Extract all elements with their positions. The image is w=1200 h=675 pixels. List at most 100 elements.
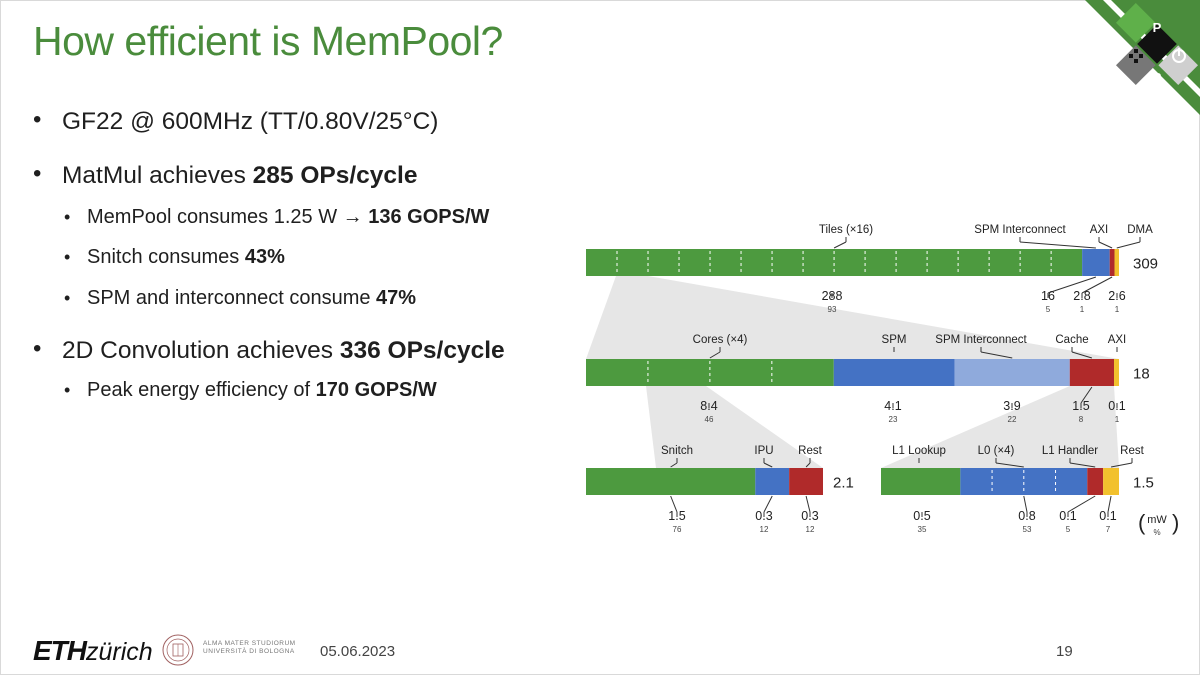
segment-label: DMA [1127,224,1153,236]
segment-value-mw: 0.8 [1018,509,1035,523]
bullet-power: MemPool consumes 1.25 W → 136 GOPS/W [87,206,489,229]
bullet-marker: • [64,380,71,400]
slide-title: How efficient is MemPool? [33,18,503,64]
page-number: 19 [1056,643,1073,660]
bullet-text: 2D Convolution achieves [62,337,340,364]
bullet-spm: SPM and interconnect consume 47% [87,287,416,310]
eth-logo: ETHzürich [33,635,153,667]
value-leader [1023,495,1028,513]
label-leader [1019,241,1096,249]
segment-label: SPM Interconnect [935,334,1027,346]
segment-label: AXI [1090,224,1109,236]
value-leader [1081,276,1113,294]
slide-date: 05.06.2023 [320,643,396,660]
segment-label: SPM Interconnect [974,224,1066,236]
segment-value-mw: 3.9 [1003,399,1020,413]
bullet-text: Peak energy efficiency of [87,379,316,401]
bullet-highlight: 285 OPs/cycle [252,162,418,189]
bar-total-core: 2.1 [833,475,854,492]
svg-text:P: P [1153,20,1162,35]
value-leader [805,495,811,513]
funnel-tile [586,276,1119,359]
bar-segment-tile-4 [1114,359,1119,386]
bullet-marker: • [64,288,71,308]
segment-value-pct: 1 [1115,415,1120,424]
bar-segment-core-0 [586,468,756,495]
eth-logo-text: ETH [33,635,87,666]
label-leader [1116,241,1141,249]
bar-segment-cache-3 [1103,468,1119,495]
segment-value-pct: 1 [1080,305,1085,314]
unibo-line1: ALMA MATER STUDIORUM [203,640,296,647]
bar-segment-tile-3 [1069,359,1115,386]
funnel-cache [881,386,1119,468]
unibo-line2: UNIVERSITÀ DI BOLOGNA [203,648,295,655]
segment-label: Tiles (×16) [819,224,873,236]
segment-label: L1 Handler [1042,445,1098,457]
segment-label: SPM [882,334,907,346]
legend-unit-mw: mW [1147,514,1167,526]
segment-value-mw: 8.4 [700,399,717,413]
segment-value-mw: 288 [822,289,843,303]
segment-value-pct: 8 [1079,415,1084,424]
bar-segment-tile-1 [833,359,955,386]
segment-label: Rest [798,445,822,457]
segment-value-mw: 1.5 [668,509,685,523]
segment-value-pct: 23 [889,415,898,424]
segment-value-mw: 0.1 [1059,509,1076,523]
bar-segment-core-1 [755,468,790,495]
bullet-text: Snitch consumes [87,246,245,268]
bar-segment-cache-2 [1087,468,1104,495]
bullet-marker: • [64,247,71,267]
segment-value-pct: 35 [918,525,927,534]
value-leader [1107,495,1112,513]
bullet-process: GF22 @ 600MHz (TT/0.80V/25°C) [62,108,438,136]
label-leader [980,351,1013,359]
bar-total-mempool: 309 [1133,256,1158,273]
bullet-efficiency: Peak energy efficiency of 170 GOPS/W [87,379,437,402]
label-leader [1110,462,1133,468]
segment-value-mw: 0.5 [913,509,930,523]
segment-label: Snitch [661,445,693,457]
segment-value-pct: 53 [1023,525,1032,534]
segment-value-pct: 5 [1066,525,1071,534]
segment-label: L0 (×4) [978,445,1015,457]
segment-value-pct: 12 [806,525,815,534]
bar-segment-mempool-3 [1114,249,1119,276]
segment-value-mw: 4.1 [884,399,901,413]
bar-segment-tile-2 [954,359,1070,386]
label-leader [833,241,847,249]
label-leader [709,351,721,359]
bullet-marker: • [64,207,71,227]
segment-value-pct: 5 [1046,305,1051,314]
arrow-icon: → [342,206,363,228]
segment-value-mw: 0.3 [801,509,818,523]
segment-value-mw: 0.1 [1108,399,1125,413]
bar-total-tile: 18 [1133,366,1150,383]
segment-value-mw: 0.3 [755,509,772,523]
bullet-snitch: Snitch consumes 43% [87,246,285,269]
segment-label: IPU [754,445,773,457]
segment-value-mw: 2.8 [1073,289,1090,303]
svg-text:P: P [1153,70,1162,85]
bullet-highlight: 170 GOPS/W [315,379,437,401]
label-leader [995,462,1024,468]
segment-value-pct: 12 [760,525,769,534]
segment-label: Cache [1055,334,1088,346]
value-leader [1067,495,1096,513]
segment-value-pct: 22 [1008,415,1017,424]
bar-segment-core-2 [789,468,823,495]
label-leader [805,462,811,468]
funnel-core [646,386,823,468]
value-leader [1080,386,1093,404]
bullet-text: SPM and interconnect consume [87,287,377,309]
bullet-highlight: 336 OPs/cycle [339,337,505,364]
legend-paren-right: ) [1172,510,1179,535]
bar-segment-mempool-2 [1109,249,1115,276]
segment-value-mw: 1.5 [1072,399,1089,413]
bar-segment-mempool-1 [1082,249,1110,276]
label-leader [1071,351,1093,359]
segment-value-pct: 76 [673,525,682,534]
label-leader [1069,462,1096,468]
value-leader [670,495,678,513]
